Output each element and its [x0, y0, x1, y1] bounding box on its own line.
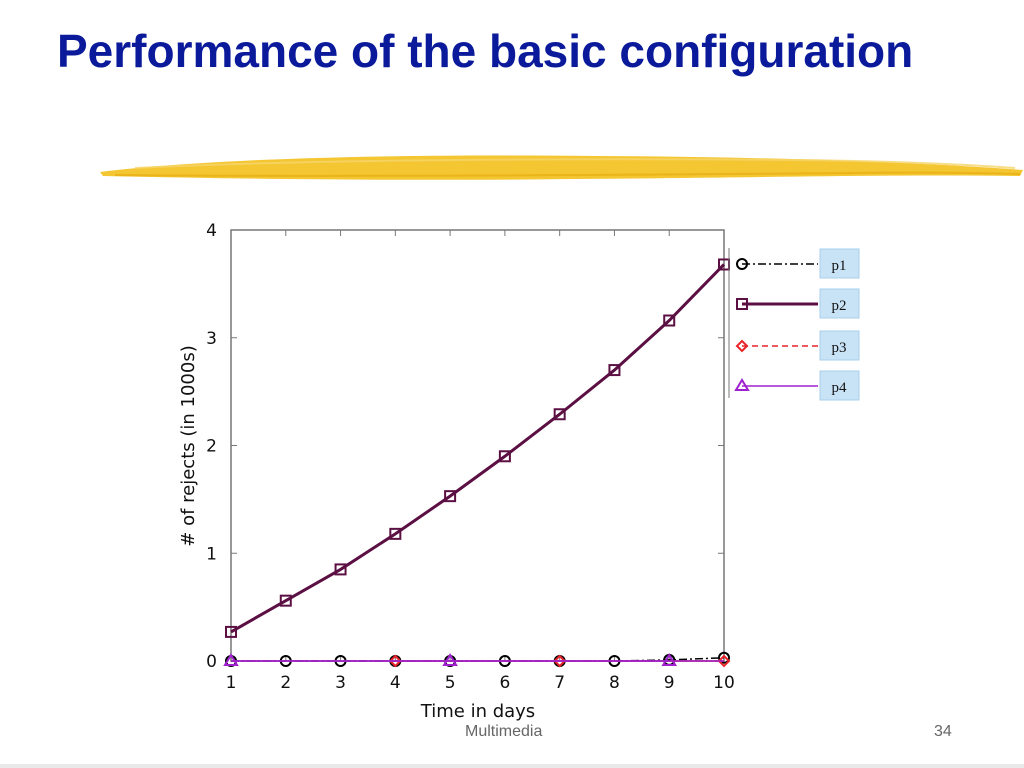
legend-label-p3: p3 [832, 340, 847, 356]
data-point-p2 [279, 594, 292, 607]
legend-marker-p4 [734, 378, 750, 391]
data-point-p2 [608, 364, 621, 377]
x-tick-label: 5 [445, 673, 456, 693]
data-point-p2 [225, 625, 237, 638]
legend-label-box [819, 370, 860, 401]
slide-bottom-band [0, 764, 1024, 768]
x-tick-label: 2 [280, 673, 291, 693]
series-p4 [223, 653, 724, 666]
series-line-p2 [230, 263, 726, 634]
slide-title: Performance of the basic configuration [57, 25, 914, 77]
y-tick-label: 1 [206, 544, 217, 564]
legend-label-p1: p1 [832, 258, 847, 274]
series-p2 [225, 258, 730, 638]
legend-label-box [819, 288, 860, 319]
legend-label-p4: p4 [832, 380, 848, 396]
y-tick-label: 3 [206, 329, 217, 349]
y-axis-label: # of rejects (in 1000s) [178, 345, 199, 546]
data-point-p3 [388, 654, 402, 668]
y-tick-label: 2 [206, 437, 217, 457]
data-point-p2 [444, 490, 457, 503]
x-tick-label: 1 [226, 673, 237, 693]
footer-course-name: Multimedia [465, 723, 543, 740]
y-tick-label: 4 [206, 221, 217, 241]
data-point-p4 [442, 653, 458, 666]
data-point-p4 [223, 653, 239, 666]
title-underline-brush [100, 155, 1023, 180]
x-axis-label: Time in days [420, 701, 535, 722]
legend-label-box [819, 248, 860, 279]
plot-frame [230, 229, 725, 662]
data-point-p4 [661, 653, 677, 666]
x-tick-label: 10 [713, 673, 735, 693]
legend-label-box [819, 330, 860, 361]
x-tick-label: 7 [554, 673, 565, 693]
data-point-p2 [334, 563, 347, 576]
x-tick-label: 6 [499, 673, 510, 693]
data-point-p3 [553, 654, 567, 668]
legend-label-p2: p2 [832, 298, 847, 314]
x-tick-label: 3 [335, 673, 346, 693]
x-tick-label: 4 [390, 673, 401, 693]
data-point-p2 [389, 527, 402, 540]
legend-marker-p3 [735, 339, 749, 353]
y-tick-label: 0 [206, 652, 217, 672]
legend: p1 p2 p3 p4 [728, 248, 860, 401]
data-point-p2 [553, 408, 566, 421]
x-tick-label: 9 [664, 673, 675, 693]
data-point-p1 [718, 651, 730, 664]
data-point-p2 [663, 314, 676, 327]
legend-marker-p1 [736, 258, 748, 270]
x-tick-label: 8 [609, 673, 620, 693]
data-point-p2 [498, 450, 511, 463]
page-number: 34 [934, 723, 952, 740]
legend-marker-p2 [736, 298, 748, 310]
data-point-p3 [717, 654, 731, 668]
series-p1 [225, 651, 730, 667]
